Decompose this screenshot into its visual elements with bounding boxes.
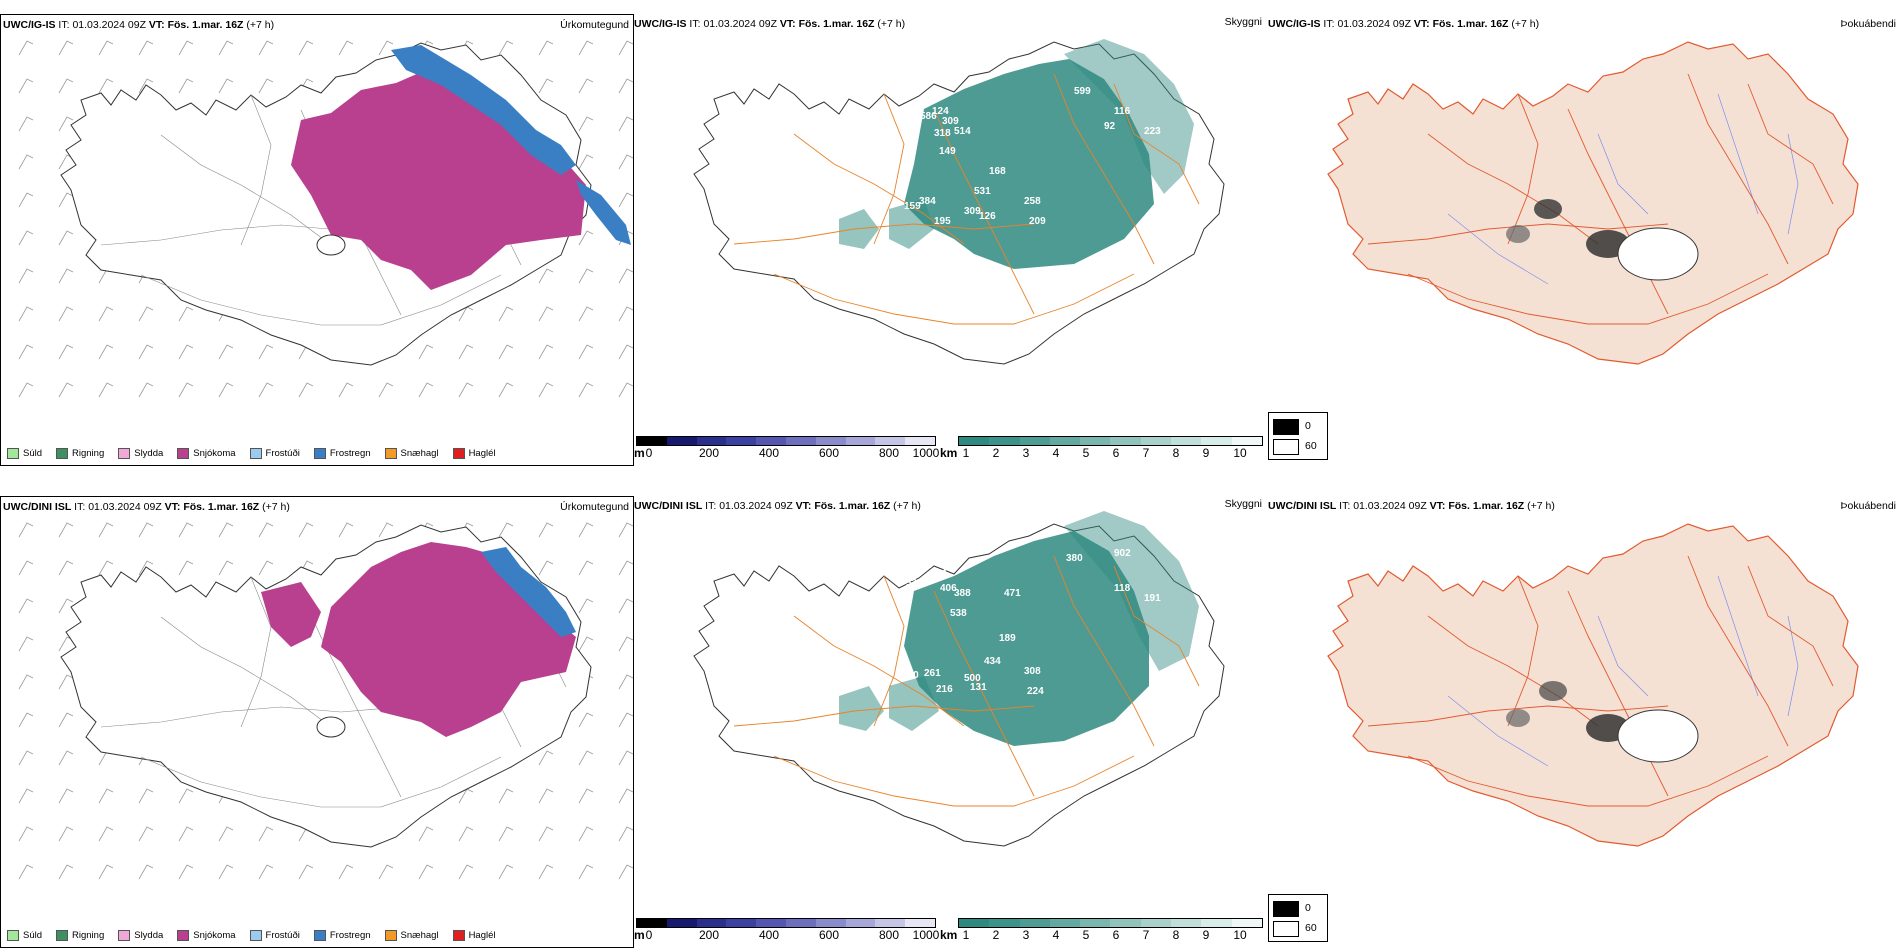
visibility-label: 388: [954, 588, 971, 599]
glacier-outline: [316, 234, 346, 256]
panel-header: UWC/DINI ISL IT: 01.03.2024 09Z VT: Fös.…: [634, 500, 921, 512]
visibility-label: 149: [939, 146, 956, 157]
visibility-label: 534: [906, 578, 923, 589]
visibility-label: 309: [964, 206, 981, 217]
snow-area: [261, 582, 321, 647]
model-name: UWC/IG-IS: [3, 19, 56, 31]
visibility-label: 209: [1029, 216, 1046, 227]
elevation-scale: 0 200 400 600 800 1000 m: [634, 918, 939, 942]
freezing-rain-area: [481, 547, 576, 637]
legend-item: Haglél: [452, 930, 496, 941]
visibility-label: 384: [919, 196, 936, 207]
fog-map: [1327, 523, 1859, 847]
visibility-label: 471: [1004, 588, 1021, 599]
legend-item: Haglél: [452, 448, 496, 459]
visibility-label: 92: [1104, 121, 1116, 132]
visibility-label: 586: [920, 111, 937, 122]
precip-legend: Súld Rigning Slydda Snjókoma Frostúði Fr…: [7, 448, 496, 459]
visibility-label: 223: [1144, 126, 1161, 137]
low-visibility-area: [904, 59, 1154, 269]
panel-title: Þokuábendi: [1840, 18, 1896, 30]
panel-header: UWC/IG-IS IT: 01.03.2024 09Z VT: Fös. 1.…: [634, 18, 906, 30]
elevation-scale: 0 200 400 600 800 1000 m: [634, 436, 939, 460]
visibility-label: 118: [1114, 583, 1131, 594]
fog-map: [1327, 41, 1859, 365]
visibility-label: 309: [942, 116, 959, 127]
visibility-label: 126: [979, 211, 996, 222]
visibility-label: 116: [1114, 106, 1131, 117]
panel-header: UWC/DINI ISL IT: 01.03.2024 09Z VT: Fös.…: [1268, 500, 1555, 512]
legend-item: Súld: [7, 930, 42, 941]
snow-area: [321, 542, 576, 737]
legend-item: Snjókoma: [177, 448, 236, 459]
visibility-label: 261: [924, 668, 941, 679]
visibility-label: 191: [1144, 593, 1161, 604]
visibility-label: 434: [984, 656, 1001, 667]
legend-item: Frostregn: [313, 448, 371, 459]
fog-legend: 0 60: [1268, 412, 1328, 460]
visibility-label: 406: [940, 583, 957, 594]
panel-title: Úrkomutegund: [560, 501, 629, 513]
legend-item: Frostúði: [249, 930, 300, 941]
freezing-rain-area: [391, 45, 576, 175]
visibility-label: 880: [916, 560, 933, 571]
visibility-label: 599: [1074, 86, 1091, 97]
visibility-panel-row1: 880 534 214 406 388 471 538 189 434 500 261 150 216 1…: [634, 496, 1266, 946]
legend-item: Rigning: [56, 448, 104, 459]
legend-item: Frostúði: [249, 448, 300, 459]
legend-item: Frostregn: [313, 930, 371, 941]
visibility-label: 189: [999, 633, 1016, 644]
visibility-label: 224: [1027, 686, 1044, 697]
visibility-label: 131: [970, 682, 987, 693]
visibility-scale: 1 2 3 4 5 6 7 8 9 10 km: [940, 918, 1263, 942]
legend-item: Snjókoma: [177, 930, 236, 941]
panel-header: UWC/IG-IS IT: 01.03.2024 09Z VT: Fös. 1.…: [3, 19, 275, 31]
legend-item: Snæhagl: [384, 448, 439, 459]
freezing-rain-coast: [576, 180, 631, 245]
panel-title: Þokuábendi: [1840, 500, 1896, 512]
visibility-panel-row0: 586 124 309 318 514 149 168 531 159 384 309 195 126 2…: [634, 14, 1266, 464]
precip-map: [18, 40, 633, 398]
visibility-label: 168: [989, 166, 1006, 177]
fog-legend: 0 60: [1268, 894, 1328, 942]
visibility-scale: 1 2 3 4 5 6 7 8 9 10 km: [940, 436, 1263, 460]
visibility-label: 258: [1024, 196, 1041, 207]
visibility-label: 150: [902, 670, 919, 681]
visibility-label: 380: [1066, 553, 1083, 564]
visibility-label: 500: [964, 673, 981, 684]
panel-title: Úrkomutegund: [560, 19, 629, 31]
panel-title: Skyggni: [1224, 498, 1262, 510]
visibility-label: 531: [974, 186, 991, 197]
fog-panel-row1: UWC/DINI ISL IT: 01.03.2024 09Z VT: Fös.…: [1268, 496, 1900, 946]
visibility-label: 195: [934, 216, 951, 227]
precip-map: [18, 522, 633, 880]
precip-panel-row1: UWC/DINI ISL IT: 01.03.2024 09Z VT: Fös.…: [0, 496, 634, 948]
visibility-label: 308: [1024, 666, 1041, 677]
fog-panel-row0: UWC/IG-IS IT: 01.03.2024 09Z VT: Fös. 1.…: [1268, 14, 1900, 464]
legend-item: Slydda: [118, 448, 163, 459]
legend-item: Súld: [7, 448, 42, 459]
visibility-label: 124: [932, 106, 949, 117]
visibility-label: 514: [954, 126, 971, 137]
legend-item: Snæhagl: [384, 930, 439, 941]
visibility-label: 318: [934, 128, 951, 139]
precip-legend: Súld Rigning Slydda Snjókoma Frostúði Fr…: [7, 930, 496, 941]
visibility-label: 159: [904, 201, 921, 212]
precip-panel-row0: UWC/IG-IS IT: 01.03.2024 09Z VT: Fös. 1.…: [0, 14, 634, 466]
visibility-label: 902: [1114, 548, 1131, 559]
legend-item: Slydda: [118, 930, 163, 941]
visibility-label: 538: [950, 608, 967, 619]
legend-item: Rigning: [56, 930, 104, 941]
panel-header: UWC/IG-IS IT: 01.03.2024 09Z VT: Fös. 1.…: [1268, 18, 1540, 30]
visibility-label: 214: [930, 568, 947, 579]
visibility-label: 216: [936, 684, 953, 695]
panel-header: UWC/DINI ISL IT: 01.03.2024 09Z VT: Fös.…: [3, 501, 290, 513]
panel-title: Skyggni: [1224, 16, 1262, 28]
